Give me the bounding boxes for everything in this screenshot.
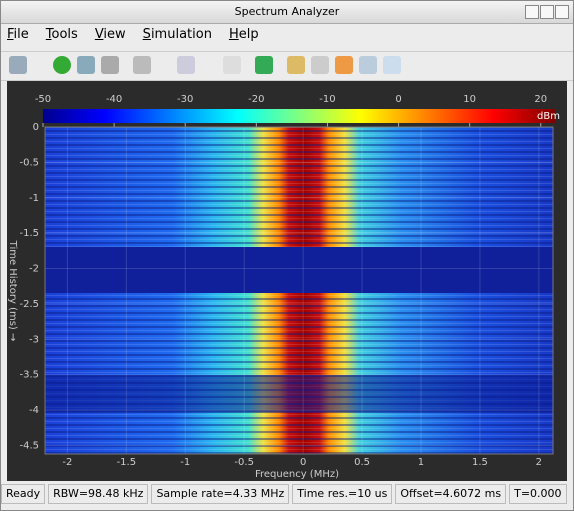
x-tick-label: 2 [536, 457, 542, 468]
colorbar [43, 109, 555, 123]
colorbar-tick-label: -50 [35, 94, 51, 105]
plot-frame [44, 126, 554, 455]
spectrum-button[interactable] [255, 56, 273, 74]
y-axis-label: Time History (ms) → [7, 240, 18, 342]
status-field: RBW=98.48 kHz [48, 484, 149, 504]
colorbar-tick-label: 20 [534, 94, 547, 105]
menu-bar: File Tools View Simulation Help [7, 27, 259, 49]
y-tick-label: 0 [33, 122, 39, 133]
status-field: Time res.=10 us [292, 484, 393, 504]
x-tick-label: -0.5 [234, 457, 254, 468]
ccdf-button[interactable] [383, 56, 401, 74]
menu-item[interactable]: Help [228, 27, 259, 42]
y-tick-label: -3 [29, 334, 39, 345]
run-button[interactable] [53, 56, 71, 74]
plot-panel: dBm -50 -40 -30 -20 -10 0 10 20 -2 -1.5 -1 -0.5 0 0.5… [7, 81, 567, 481]
distortion-button[interactable] [359, 56, 377, 74]
spectrogram-gap [45, 247, 553, 293]
y-tick-label: -4.5 [19, 441, 39, 452]
x-tick-label: 1.5 [472, 457, 488, 468]
x-tick-label: -1.5 [117, 457, 137, 468]
status-field: Offset=4.6072 ms [395, 484, 507, 504]
x-tick-label: -1 [180, 457, 190, 468]
y-tick-label: -1 [29, 193, 39, 204]
spectrogram-band [45, 375, 553, 413]
close-button[interactable] [555, 5, 569, 19]
autoscale-button[interactable] [223, 56, 241, 74]
peaks-button[interactable] [335, 56, 353, 74]
menu-item[interactable]: Simulation [142, 27, 212, 42]
colorbar-tick-label: 10 [463, 94, 476, 105]
y-tick-label: -3.5 [19, 370, 39, 381]
cursor-button[interactable] [287, 56, 305, 74]
x-tick-label: 0.5 [354, 457, 370, 468]
y-tick-label: -2 [29, 264, 39, 275]
menu-item[interactable]: File [7, 27, 29, 42]
colorbar-tick-label: -20 [248, 94, 264, 105]
zoom-button[interactable] [177, 56, 195, 74]
status-field: T=0.000 [509, 484, 567, 504]
x-tick-label: -2 [62, 457, 72, 468]
minimize-button[interactable] [525, 5, 539, 19]
colorbar-unit: dBm [537, 111, 560, 122]
colorbar-tick-label: 0 [395, 94, 401, 105]
colorbar-tick-label: -40 [106, 94, 122, 105]
step-button[interactable] [77, 56, 95, 74]
menu-item[interactable]: Tools [45, 27, 78, 42]
window-title: Spectrum Analyzer [234, 5, 340, 18]
y-tick-label: -0.5 [19, 157, 39, 168]
y-tick-label: -2.5 [19, 299, 39, 310]
x-axis-label: Frequency (MHz) [255, 469, 339, 480]
toolbar [1, 51, 573, 81]
highlight-button[interactable] [133, 56, 151, 74]
status-field: Sample rate=4.33 MHz [151, 484, 290, 504]
settings-button[interactable] [9, 56, 27, 74]
menu-item[interactable]: View [94, 27, 126, 42]
colorbar-tick-label: -10 [319, 94, 335, 105]
x-tick-label: 1 [418, 457, 424, 468]
y-tick-label: -1.5 [19, 228, 39, 239]
x-tick-label: 0 [300, 457, 306, 468]
title-bar: Spectrum Analyzer [1, 1, 573, 24]
maximize-button[interactable] [540, 5, 554, 19]
measure-button[interactable] [311, 56, 329, 74]
status-bar: Ready RBW=98.48 kHz Sample rate=4.33 MHz Ti… [1, 484, 573, 504]
colorbar-tick-label: -30 [177, 94, 193, 105]
spectrogram: dBm -50 -40 -30 -20 -10 0 10 20-2 -1.5 -1 -0.5 0 0.5… [7, 94, 560, 480]
y-tick-label: -4 [29, 405, 39, 416]
status-field: Ready [1, 484, 46, 504]
stop-button[interactable] [101, 56, 119, 74]
